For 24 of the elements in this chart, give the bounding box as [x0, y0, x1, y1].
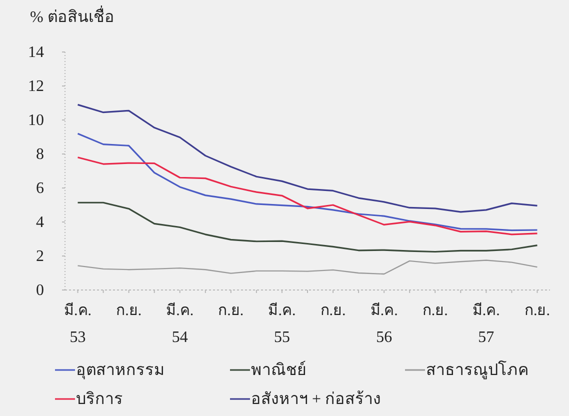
y-tick-label: 4	[36, 214, 44, 231]
legend-label: อุตสาหกรรม	[76, 362, 165, 380]
y-tick-label: 8	[36, 146, 44, 163]
x-tick-label: มี.ค. 53	[64, 302, 92, 346]
y-tick-label: 10	[28, 112, 44, 129]
x-tick-label: ก.ย.	[218, 303, 244, 319]
x-tick-label: มี.ค. 54	[166, 302, 194, 346]
x-tick-label: ก.ย.	[422, 303, 448, 319]
y-tick-label: 14	[28, 44, 44, 61]
y-tick-label: 0	[36, 282, 44, 299]
x-tick-label: ก.ย.	[116, 303, 142, 319]
x-tick-label: มี.ค. 57	[472, 302, 500, 346]
x-tick-label: ก.ย.	[320, 303, 346, 319]
y-tick-label: 6	[36, 180, 44, 197]
x-tick-label: มี.ค. 56	[370, 302, 398, 346]
y-axis-title: % ต่อสินเชื่อ	[30, 5, 114, 26]
y-tick-label: 12	[28, 78, 44, 95]
y-tick-label: 2	[36, 248, 44, 265]
x-tick-label: ก.ย.	[524, 303, 550, 319]
legend-label: บริการ	[76, 391, 123, 408]
legend-label: พาณิชย์	[251, 360, 306, 379]
legend-label: สาธารณูปโภค	[426, 360, 529, 380]
x-tick-label: มี.ค. 55	[268, 302, 296, 346]
legend-label: อสังหาฯ + ก่อสร้าง	[251, 390, 382, 408]
